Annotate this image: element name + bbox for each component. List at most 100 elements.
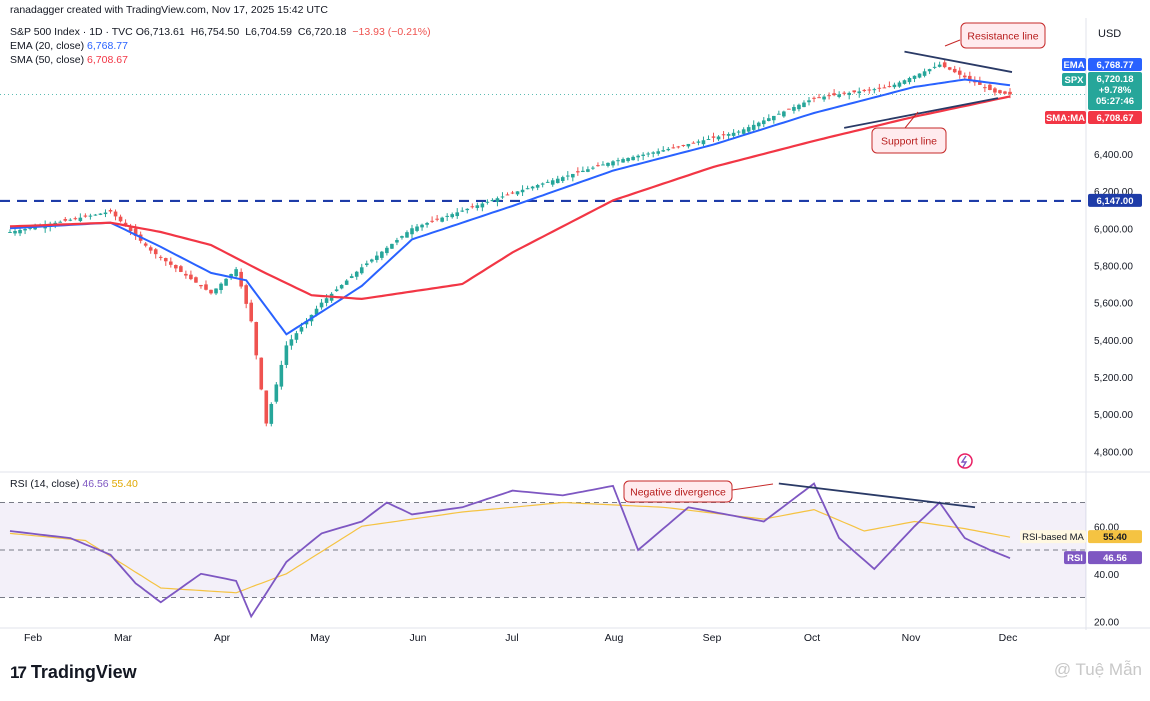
candle-body <box>701 140 706 145</box>
candle-body <box>530 186 535 189</box>
sma-legend[interactable]: SMA (50, close) 6,708.67 <box>10 54 128 66</box>
candle-body <box>756 122 761 127</box>
rsi-legend[interactable]: RSI (14, close) 46.56 55.40 <box>10 478 138 490</box>
tradingview-logo[interactable]: 17 TradingView <box>10 662 137 683</box>
x-tick-label: Nov <box>902 632 921 644</box>
candle-body <box>872 89 877 91</box>
sma-badge-bg <box>1088 111 1142 124</box>
support-callout-box <box>871 127 947 154</box>
candle-body <box>962 75 967 78</box>
candle-body <box>370 259 374 262</box>
candle-body <box>998 90 1002 94</box>
candle-body <box>314 308 319 315</box>
candle-body <box>731 132 736 136</box>
candle-body <box>952 68 957 73</box>
y-tick-label: 5,400.00 <box>1094 336 1133 347</box>
y-tick-label: 4,800.00 <box>1094 447 1133 458</box>
candle-body <box>626 157 630 162</box>
candle-body <box>229 274 233 279</box>
candle-body <box>364 263 369 266</box>
rsi-ma-badge-bg <box>1088 530 1142 544</box>
sma-badge-tag-text: SMA:MA <box>1046 113 1085 124</box>
candle-body <box>500 196 505 198</box>
resistance-callout-pointer <box>944 39 961 47</box>
candle-body <box>797 104 801 110</box>
candle-body <box>219 283 223 291</box>
candle-body <box>279 364 284 387</box>
currency-label[interactable]: USD <box>1098 28 1122 40</box>
rsi-ma-badge-text: 55.40 <box>1103 532 1127 543</box>
candle-body <box>686 143 691 147</box>
candle-body <box>927 69 932 72</box>
candle-body <box>319 302 324 308</box>
resistance-callout-box <box>960 22 1046 49</box>
ohlc-value: C6,720.18 <box>297 26 347 38</box>
candle-body <box>867 89 872 91</box>
candle-body <box>189 274 193 280</box>
candle-body <box>33 226 37 230</box>
y-tick-label: 5,200.00 <box>1094 373 1133 384</box>
x-tick-label: Aug <box>605 632 624 644</box>
candle-body <box>897 82 902 87</box>
x-tick-label: Feb <box>24 632 42 644</box>
candle-body <box>751 124 756 130</box>
x-tick-label: Jul <box>505 632 518 644</box>
candle-body <box>887 86 892 88</box>
ohlc-value: H6,754.50 <box>190 26 240 38</box>
candle-body <box>405 232 409 238</box>
candle-body <box>93 214 98 216</box>
candle-body <box>560 177 565 182</box>
candle-body <box>354 271 359 277</box>
x-tick-label: May <box>310 632 331 644</box>
ema-badge-text: 6,768.77 <box>1097 60 1134 71</box>
candle-body <box>68 219 73 221</box>
candle-body <box>435 218 439 220</box>
candle-body <box>390 243 394 249</box>
rsi-y-tick-label: 40.00 <box>1094 570 1119 581</box>
candle-body <box>671 147 676 149</box>
candle-body <box>485 201 490 203</box>
candle-body <box>425 222 429 225</box>
candle-body <box>807 100 811 103</box>
ema-legend[interactable]: EMA (20, close) 6,768.77 <box>10 40 128 52</box>
candle-body <box>334 289 339 292</box>
candle-body <box>716 136 721 140</box>
candle-body <box>591 167 595 169</box>
candle-body <box>988 84 992 90</box>
candle-body <box>817 97 821 99</box>
candle-body <box>852 90 857 93</box>
ema-legend-value: 6,768.77 <box>87 40 128 52</box>
divergence-callout-box <box>623 480 733 503</box>
tv-logo-icon: 17 <box>10 662 27 682</box>
candle-body <box>641 154 645 156</box>
rsi-badge-text: 46.56 <box>1103 553 1127 564</box>
candle-body <box>184 273 188 276</box>
candle-body <box>782 111 786 117</box>
candle-body <box>480 203 485 208</box>
candle-body <box>1008 91 1012 95</box>
candle-body <box>113 211 118 217</box>
tv-logo-text: TradingView <box>30 662 137 682</box>
candle-body <box>822 96 826 100</box>
candle-body <box>224 278 228 286</box>
candle-body <box>792 107 796 111</box>
candle-body <box>420 224 424 228</box>
candle-body <box>375 255 379 260</box>
candle-body <box>510 192 515 194</box>
ohlc-line: S&P 500 Index · 1D · TVC O6,713.61 H6,754… <box>10 26 437 38</box>
rsi-legend-value: 46.56 <box>82 478 109 490</box>
candle-body <box>902 80 907 84</box>
candle-body <box>967 75 972 80</box>
sma-line <box>9 95 1011 301</box>
spx-badge-text: +9.78% <box>1099 85 1132 96</box>
candle-body <box>922 71 927 76</box>
ema-line <box>9 78 1011 336</box>
spx-badge-text: 05:27:46 <box>1096 96 1134 107</box>
sma-badge-text: 6,708.67 <box>1097 113 1134 124</box>
candle-body <box>475 205 480 208</box>
candle-body <box>289 339 294 346</box>
candle-body <box>455 212 460 217</box>
resistance-trendline <box>904 50 1013 73</box>
candle-body <box>691 142 696 144</box>
candle-body <box>118 216 123 222</box>
